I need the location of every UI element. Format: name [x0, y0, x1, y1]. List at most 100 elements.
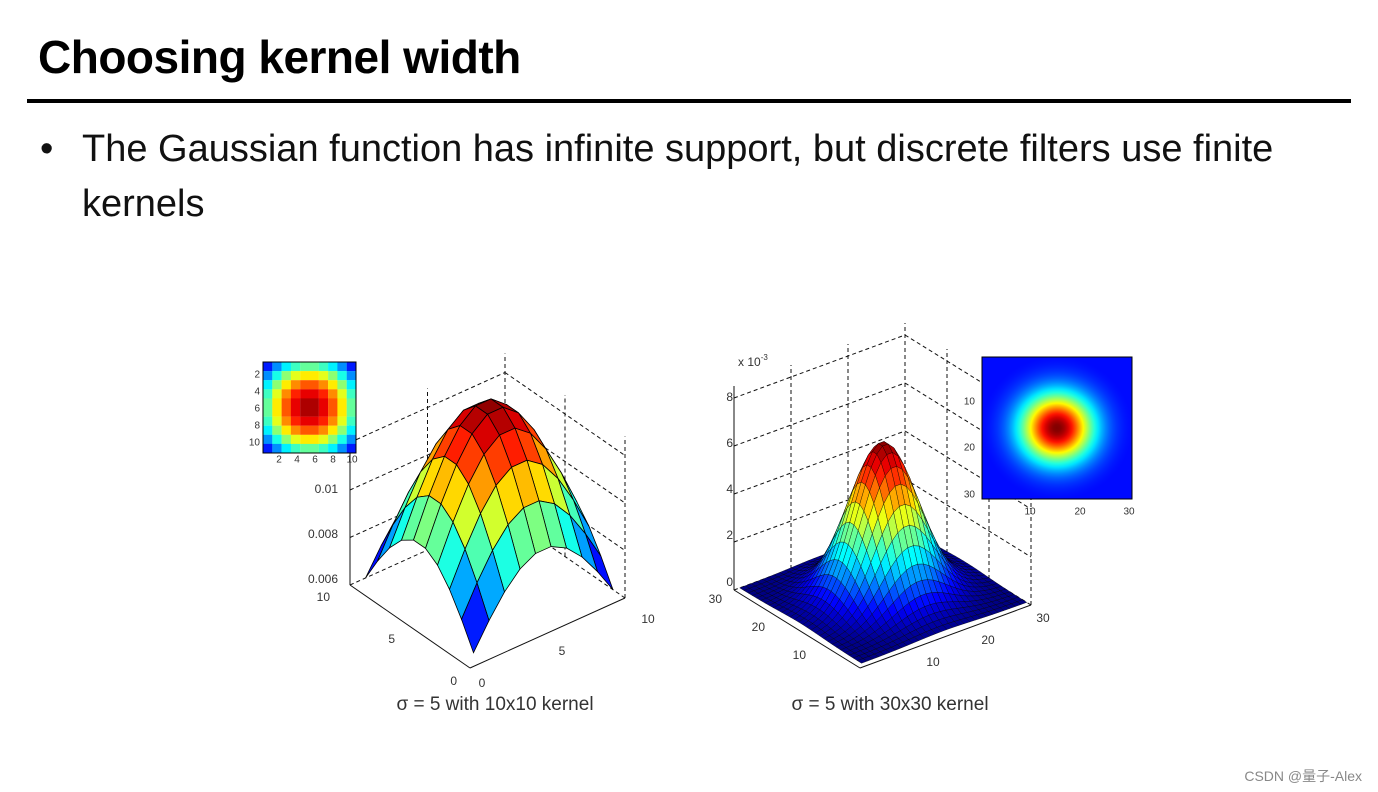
- z-tick-label: 0: [726, 575, 733, 589]
- inset-cell: [300, 425, 310, 435]
- inset-cell: [337, 407, 347, 417]
- inset-cell: [337, 389, 347, 399]
- inset-cell: [328, 362, 338, 372]
- z-multiplier-base: x 10: [738, 355, 761, 369]
- inset-y-tick-label: 10: [249, 438, 261, 449]
- inset-cell: [263, 389, 273, 399]
- wall-grid: [733, 430, 906, 495]
- inset-y-tick-label: 20: [964, 443, 976, 454]
- inset-cell: [281, 389, 291, 399]
- z-tick-label: 4: [726, 482, 733, 496]
- inset-cell: [290, 389, 301, 399]
- inset-x-tick-label: 6: [312, 455, 318, 466]
- inset-image: [981, 356, 1133, 500]
- inset-cell: [337, 434, 347, 444]
- inset-cell: [290, 425, 301, 435]
- axis-line: [733, 589, 861, 669]
- inset-cell: [281, 380, 291, 390]
- surface: [739, 441, 1028, 664]
- inset-cell: [318, 371, 329, 381]
- inset-cell: [346, 416, 357, 426]
- inset-cell: [290, 371, 301, 381]
- y-tick-label: 30: [709, 592, 723, 606]
- inset-cell: [309, 425, 319, 435]
- inset-cell: [272, 371, 282, 381]
- inset-cell: [263, 362, 273, 372]
- inset-cell: [290, 443, 301, 454]
- inset-cell: [346, 389, 357, 399]
- x-tick-label: 10: [641, 612, 655, 626]
- inset-cell: [309, 371, 319, 381]
- inset-y-tick-label: 10: [964, 397, 976, 408]
- inset-cell: [318, 380, 329, 390]
- surface-cell: [365, 524, 394, 579]
- inset-cell: [281, 362, 291, 372]
- y-tick-label: 5: [388, 632, 395, 646]
- inset-cell: [318, 434, 329, 444]
- inset-cell: [318, 443, 329, 454]
- inset-cell: [346, 425, 357, 435]
- inset-cell: [309, 416, 319, 426]
- surface-cell: [461, 581, 490, 654]
- inset-frame: [262, 361, 357, 454]
- inset-cell: [263, 425, 273, 435]
- inset-cell: [272, 362, 282, 372]
- inset-cell: [290, 380, 301, 390]
- inset-cell: [328, 416, 338, 426]
- inset-cell: [328, 389, 338, 399]
- inset-x-tick-label: 8: [330, 455, 336, 466]
- wall-grid: [904, 478, 1032, 558]
- figure-caption: σ = 5 with 10x10 kernel: [396, 694, 593, 715]
- wall-grid: [733, 478, 906, 543]
- axis-line: [469, 597, 626, 669]
- x-tick-label: 30: [1036, 611, 1050, 625]
- inset-cell: [328, 425, 338, 435]
- surface: [365, 398, 614, 654]
- x-tick-label: 10: [926, 655, 940, 669]
- inset-cell: [309, 380, 319, 390]
- inset-y-tick-label: 30: [964, 490, 976, 501]
- inset-cell: [281, 425, 291, 435]
- inset-cell: [300, 434, 310, 444]
- y-tick-label: 10: [317, 590, 331, 604]
- inset-cell: [290, 407, 301, 417]
- wall-grid: [904, 334, 1032, 414]
- inset-cell: [263, 416, 273, 426]
- inset-cell: [328, 398, 338, 408]
- inset-x-tick-label: 10: [1024, 507, 1036, 518]
- inset-cell: [300, 398, 310, 408]
- inset-cell: [337, 425, 347, 435]
- inset-cell: [272, 389, 282, 399]
- inset-cell: [309, 389, 319, 399]
- inset-cell: [272, 398, 282, 408]
- inset-x-tick-label: 2: [276, 455, 282, 466]
- inset-cell: [346, 371, 357, 381]
- y-tick-label: 20: [752, 620, 766, 634]
- y-tick-label: 0: [450, 674, 457, 688]
- z-tick-label: 6: [726, 436, 733, 450]
- inset-cell: [281, 398, 291, 408]
- wall-grid: [733, 334, 906, 399]
- inset-cell: [346, 362, 357, 372]
- surface-cell: [856, 658, 868, 664]
- inset-y-tick-label: 2: [254, 370, 260, 381]
- inset-cell: [272, 380, 282, 390]
- title-rule: [27, 99, 1351, 103]
- inset-cell: [281, 371, 291, 381]
- inset-cell: [346, 407, 357, 417]
- inset-cell: [309, 398, 319, 408]
- z-tick-label: 2: [726, 528, 733, 542]
- inset-y-tick-label: 8: [254, 421, 260, 432]
- inset-x-tick-label: 10: [346, 455, 358, 466]
- inset-cell: [263, 380, 273, 390]
- inset-y-tick-label: 6: [254, 404, 260, 415]
- inset-cell: [337, 398, 347, 408]
- inset-cell: [272, 425, 282, 435]
- axis-line: [349, 584, 471, 669]
- inset-cell: [337, 416, 347, 426]
- inset-cell: [328, 407, 338, 417]
- inset-cell: [309, 407, 319, 417]
- inset-cell: [300, 362, 310, 372]
- z-multiplier: x 10-3: [738, 353, 768, 369]
- figure-caption: σ = 5 with 30x30 kernel: [791, 694, 988, 715]
